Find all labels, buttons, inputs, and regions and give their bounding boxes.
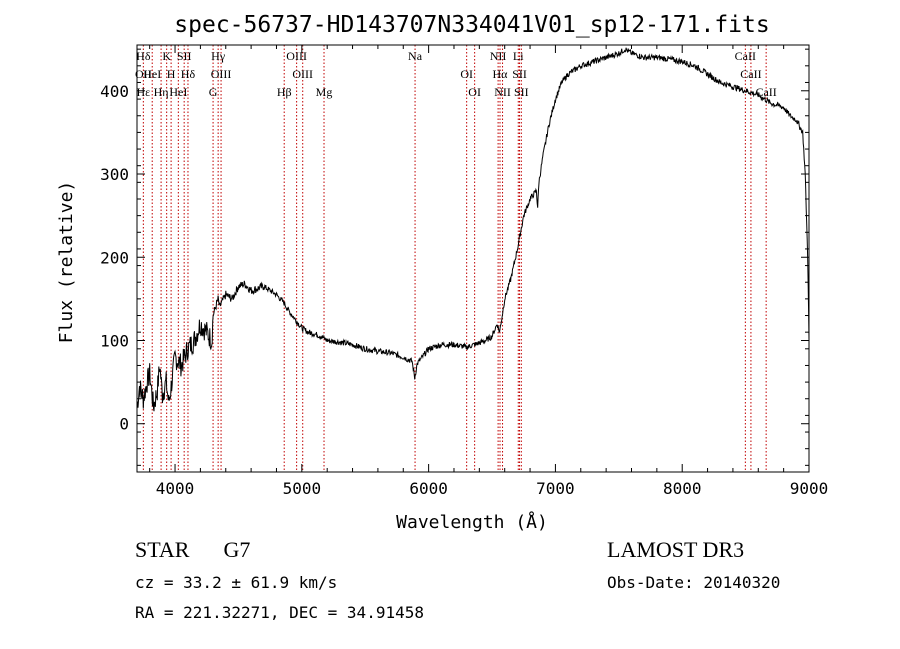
line-label: CaII: [740, 67, 761, 81]
line-label: Hδ: [136, 49, 151, 63]
line-label: NII: [490, 49, 507, 63]
survey-name: LAMOST DR3: [607, 537, 745, 562]
classification: STAR G7: [135, 537, 250, 563]
spectrum-series: [136, 47, 810, 412]
y-tick-label: 200: [100, 248, 129, 267]
line-label: Hδ: [181, 67, 196, 81]
line-label: NII: [494, 85, 511, 99]
line-label: SII: [177, 49, 192, 63]
x-tick-label: 7000: [536, 479, 575, 498]
line-label: Hη: [154, 85, 169, 99]
object-type: STAR: [135, 537, 190, 562]
line-label: OI: [460, 67, 473, 81]
line-label: Hα: [493, 67, 509, 81]
y-tick-label: 300: [100, 165, 129, 184]
y-axis-label: Flux (relative): [56, 181, 77, 344]
line-label: CaII: [735, 49, 756, 63]
y-tick-label: 400: [100, 82, 129, 101]
y-axis-ticks: 0 100 200 300 400: [100, 48, 809, 466]
line-label: SII: [512, 67, 527, 81]
line-label: K: [162, 49, 171, 63]
line-label: Hβ: [277, 85, 292, 99]
x-tick-label: 9000: [790, 479, 829, 498]
plot-frame: [136, 44, 810, 473]
line-label: Li: [513, 49, 524, 63]
line-label: HeI: [143, 67, 161, 81]
chart-title: spec-56737-HD143707N334041V01_sp12-171.f…: [174, 12, 769, 38]
x-axis-ticks: 4000 5000 6000 7000 8000 9000: [149, 45, 829, 498]
line-label: HeI: [169, 85, 187, 99]
line-label: SII: [514, 85, 529, 99]
spectrum-line: [136, 47, 810, 412]
emission-line-labels: HδOIIHεHeIHηKHHeISIIHδGHγOIIIHβOIIIOIIIM…: [135, 49, 777, 99]
line-label: Na: [408, 49, 423, 63]
line-label: Hγ: [211, 49, 226, 63]
line-label: OIII: [292, 67, 313, 81]
x-tick-label: 8000: [663, 479, 702, 498]
redshift-velocity: cz = 33.2 ± 61.9 km/s: [135, 573, 338, 592]
spectral-subclass: G7: [223, 537, 251, 562]
line-label: OII: [135, 67, 152, 81]
y-tick-label: 0: [119, 415, 129, 434]
line-label: OI: [468, 85, 481, 99]
line-label: OIII: [286, 49, 307, 63]
line-label: G: [209, 85, 218, 99]
line-label: Mg: [316, 85, 333, 99]
x-tick-label: 4000: [156, 479, 195, 498]
line-label: Hε: [136, 85, 150, 99]
observation-date: Obs-Date: 20140320: [607, 573, 781, 592]
line-label: H: [167, 67, 176, 81]
line-label: OIII: [211, 67, 232, 81]
x-tick-label: 6000: [409, 479, 448, 498]
emission-line-markers: [142, 45, 767, 472]
sky-coordinates: RA = 221.32271, DEC = 34.91458: [135, 603, 424, 622]
x-tick-label: 5000: [283, 479, 322, 498]
x-axis-label: Wavelength (Å): [396, 511, 548, 533]
y-tick-label: 100: [100, 331, 129, 350]
